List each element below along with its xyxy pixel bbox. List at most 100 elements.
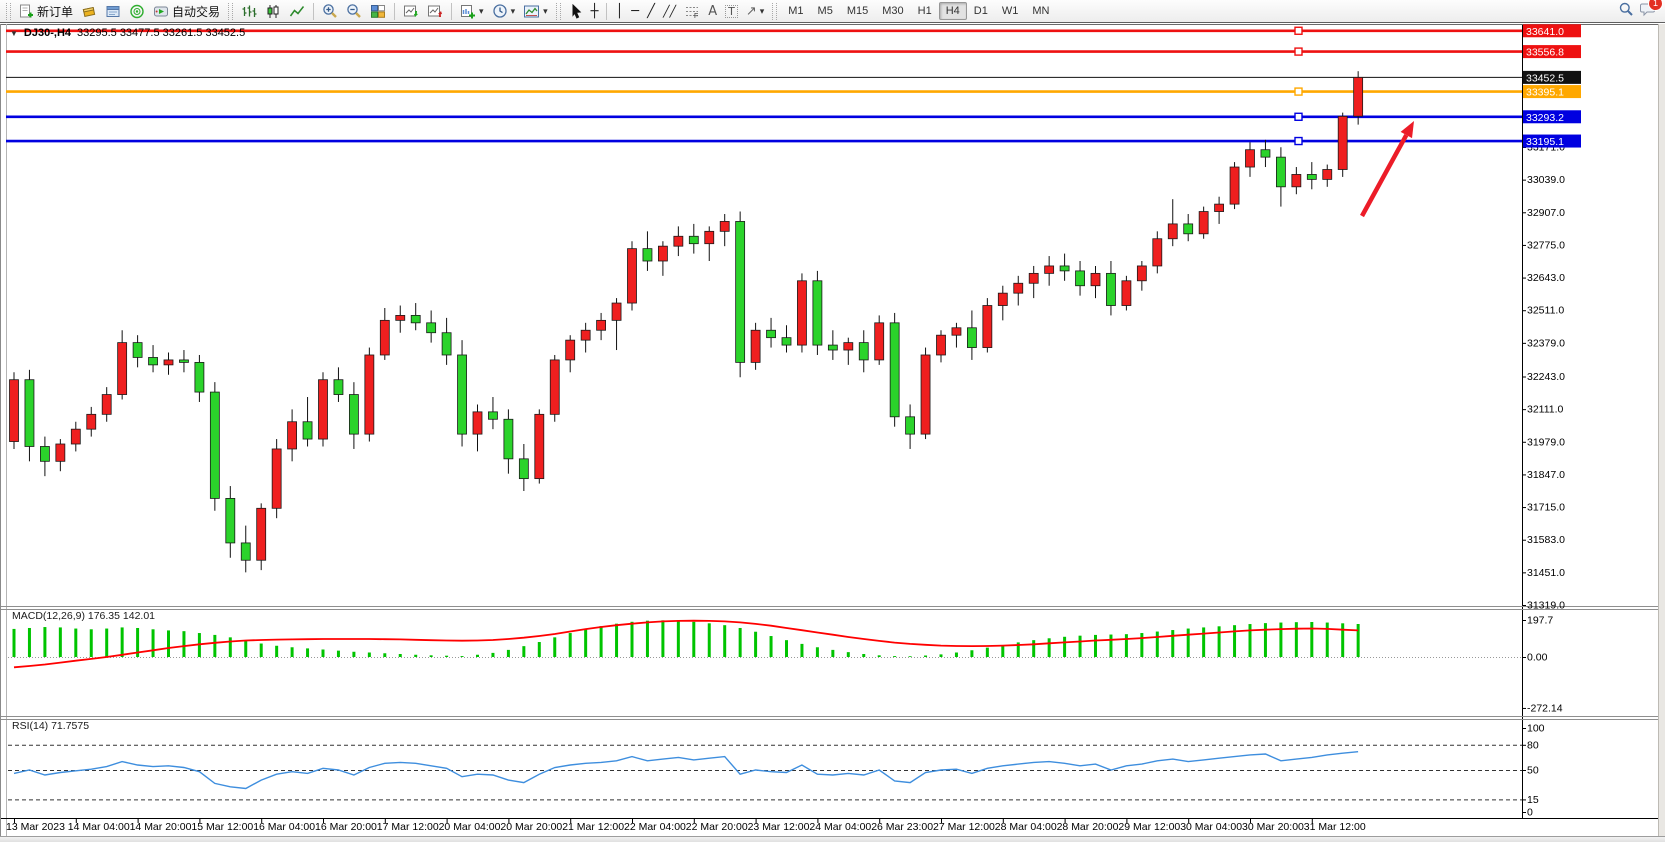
search-icon[interactable]	[1618, 1, 1634, 22]
price-line-label	[1523, 110, 1581, 124]
svg-text:33195.1: 33195.1	[1526, 136, 1564, 148]
horizontal-line-icon: ─	[631, 3, 640, 19]
svg-text:13 Mar 2023: 13 Mar 2023	[6, 821, 65, 833]
svg-text:22 Mar 04:00: 22 Mar 04:00	[624, 821, 686, 833]
zoom-in-icon	[322, 3, 338, 19]
svg-text:0: 0	[1527, 807, 1533, 819]
svg-text:14 Mar 04:00: 14 Mar 04:00	[68, 821, 130, 833]
fibonacci-tool-button[interactable]: F	[680, 0, 704, 22]
line-handle[interactable]	[1294, 112, 1303, 121]
arrows-tool-icon: ↗	[745, 3, 757, 19]
indicator-window-down-button[interactable]	[423, 0, 447, 22]
candlestick-icon	[265, 4, 281, 19]
line-objects[interactable]	[6, 29, 1522, 143]
timeframe-d1-button[interactable]: D1	[973, 5, 988, 17]
equidistant-channel-icon: ╱╱	[662, 4, 677, 18]
line-chart-button[interactable]	[285, 0, 309, 22]
notifications-button[interactable]: 1	[1640, 0, 1663, 22]
svg-text:31715.0: 31715.0	[1527, 502, 1565, 514]
zoom-out-icon	[346, 3, 362, 19]
arrow-annotation[interactable]	[1360, 121, 1414, 218]
line-handle[interactable]	[1294, 47, 1303, 56]
svg-text:32511.0: 32511.0	[1527, 305, 1564, 317]
crosshair-tool-button[interactable]: ┼	[587, 0, 603, 22]
svg-text:15: 15	[1527, 794, 1539, 806]
line-handle[interactable]	[1294, 136, 1303, 146]
svg-text:32643.0: 32643.0	[1527, 272, 1565, 284]
autotrade-button[interactable]: 自动交易	[149, 0, 224, 22]
timeframe-mn-button[interactable]: MN	[1032, 5, 1050, 17]
timeframe-w1-button[interactable]: W1	[1001, 5, 1019, 17]
text-tool-button[interactable]: A	[704, 0, 721, 22]
price-line-label	[1523, 134, 1581, 148]
price-line-label	[1523, 70, 1581, 84]
fibonacci-icon: F	[684, 4, 700, 19]
templates-button[interactable]: ▾	[519, 0, 552, 22]
arrows-tool-button[interactable]: ↗ ▾	[742, 0, 768, 22]
svg-text:33039.0: 33039.0	[1527, 174, 1565, 186]
toolbar-grip[interactable]	[772, 2, 778, 20]
svg-text:33395.1: 33395.1	[1526, 87, 1564, 99]
svg-text:197.7: 197.7	[1527, 614, 1553, 626]
timeframe-h1-button[interactable]: H1	[917, 5, 932, 17]
line-handle[interactable]	[1294, 87, 1303, 96]
svg-text:31 Mar 12:00: 31 Mar 12:00	[1304, 821, 1366, 833]
tile-windows-icon	[370, 4, 386, 19]
new-chart-button[interactable]: ▾	[456, 0, 488, 22]
channel-tool-button[interactable]: ╱╱	[659, 0, 680, 22]
periods-button[interactable]: ▾	[488, 0, 520, 22]
timeframe-m30-button[interactable]: M30	[882, 5, 904, 17]
terminal-button[interactable]	[101, 0, 125, 22]
text-label-icon: T	[725, 4, 738, 18]
svg-text:31847.0: 31847.0	[1527, 469, 1565, 481]
svg-text:14 Mar 20:00: 14 Mar 20:00	[130, 821, 192, 833]
deposit-button[interactable]	[77, 0, 101, 22]
svg-text:20 Mar 20:00: 20 Mar 20:00	[500, 821, 562, 833]
new-order-button[interactable]: 新订单	[15, 0, 77, 22]
svg-text:16 Mar 20:00: 16 Mar 20:00	[315, 821, 377, 833]
line-chart-icon	[289, 4, 305, 19]
candlestick-chart-button[interactable]	[261, 0, 285, 22]
indicator-window-up-button[interactable]	[399, 0, 423, 22]
zoom-out-button[interactable]	[342, 0, 366, 22]
svg-text:30 Mar 20:00: 30 Mar 20:00	[1242, 821, 1304, 833]
trendline-tool-button[interactable]: ╱	[643, 0, 659, 22]
chart-title-bar[interactable]: ▼ DJ30-,H4 33295.5 33477.5 33261.5 33452…	[10, 27, 245, 39]
vertical-line-tool-button[interactable]: │	[611, 0, 627, 22]
zoom-in-button[interactable]	[318, 0, 342, 22]
gold-box-icon	[81, 4, 97, 19]
cursor-tool-button[interactable]	[565, 0, 587, 22]
price-line-label	[1523, 24, 1581, 38]
timeframe-m1-button[interactable]: M1	[788, 5, 804, 17]
ohlc-bars-icon	[241, 4, 257, 19]
svg-text:17 Mar 12:00: 17 Mar 12:00	[377, 821, 439, 833]
svg-text:33293.2: 33293.2	[1526, 112, 1564, 124]
svg-text:31979.0: 31979.0	[1527, 436, 1565, 448]
svg-text:33556.8: 33556.8	[1526, 47, 1564, 59]
text-label-tool-button[interactable]: T	[721, 0, 742, 22]
line-handle[interactable]	[1294, 26, 1303, 35]
toolbar-grip[interactable]	[555, 2, 561, 20]
timeframe-m5-button[interactable]: M5	[817, 5, 833, 17]
toolbar-grip[interactable]	[228, 2, 234, 20]
window-right-edge	[1658, 24, 1665, 836]
toolbar-grip[interactable]	[6, 2, 11, 20]
bar-chart-button[interactable]	[237, 0, 261, 22]
timeframe-m15-button[interactable]: M15	[846, 5, 869, 17]
timeframe-h4-button[interactable]: H4	[938, 2, 967, 20]
svg-text:23 Mar 12:00: 23 Mar 12:00	[748, 821, 810, 833]
svg-text:29 Mar 12:00: 29 Mar 12:00	[1118, 821, 1180, 833]
toolbar-separator	[313, 2, 315, 20]
svg-text:0.00: 0.00	[1527, 652, 1548, 664]
tile-windows-button[interactable]	[366, 0, 390, 22]
dropdown-caret-icon: ▾	[543, 5, 548, 16]
cursor-icon	[569, 3, 583, 19]
market-watch-button[interactable]	[125, 0, 149, 22]
horizontal-line-tool-button[interactable]: ─	[627, 0, 643, 22]
macd-indicator-label: MACD(12,26,9) 176.35 142.01	[12, 610, 156, 622]
svg-text:28 Mar 20:00: 28 Mar 20:00	[1057, 821, 1119, 833]
svg-text:28 Mar 04:00: 28 Mar 04:00	[995, 821, 1057, 833]
status-bar	[0, 836, 1665, 842]
collapse-icon[interactable]: ▼	[10, 28, 18, 38]
